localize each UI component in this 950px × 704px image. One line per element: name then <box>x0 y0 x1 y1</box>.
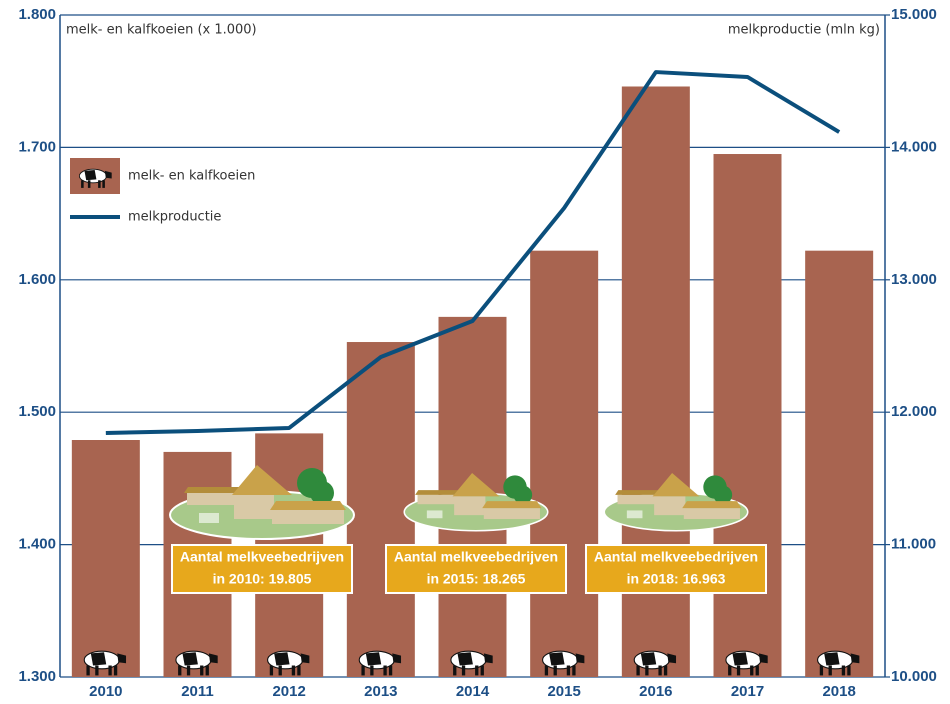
y2-tick-label: 11.000 <box>891 536 936 553</box>
x-tick-label: 2014 <box>456 683 490 700</box>
x-tick-label: 2011 <box>181 683 214 700</box>
y2-tick-label: 10.000 <box>891 668 937 685</box>
y-tick-label: 1.700 <box>18 138 56 155</box>
x-tick-label: 2016 <box>639 683 672 700</box>
plot: Aantal melkveebedrijven in 2010: 19.805 Aa… <box>59 14 890 678</box>
y2-tick-label: 13.000 <box>891 271 937 288</box>
line <box>105 70 841 435</box>
y-axis-title: melk- en kalfkoeien (x 1.000) <box>66 23 257 38</box>
y2-tick-label: 15.000 <box>891 6 937 23</box>
bar <box>346 342 415 677</box>
legend: melk- en kalfkoeien melkproductie <box>70 158 255 225</box>
y2-tick-label: 12.000 <box>891 403 937 420</box>
x-tick-label: 2017 <box>731 683 764 700</box>
legend-label: melkproductie <box>128 210 221 225</box>
bar <box>805 250 874 677</box>
annotation-text: Aantal melkveebedrijven <box>180 549 344 565</box>
annotation-box <box>385 544 567 594</box>
x-tick-label: 2012 <box>272 683 305 700</box>
y2-tick-label: 14.000 <box>891 138 937 155</box>
legend-label: melk- en kalfkoeien <box>128 169 255 184</box>
y-tick-label: 1.800 <box>18 6 56 23</box>
annotation-text: in 2010: 19.805 <box>213 571 312 587</box>
bar <box>530 250 599 677</box>
bar <box>71 440 140 677</box>
annotation-text: in 2015: 18.265 <box>427 571 526 587</box>
farm-illustration <box>403 472 549 532</box>
x-tick-label: 2013 <box>364 683 397 700</box>
bar <box>713 154 782 677</box>
x-tick-label: 2010 <box>89 683 122 700</box>
y-tick-label: 1.600 <box>18 271 56 288</box>
annotation-box <box>171 544 353 594</box>
y-tick-label: 1.500 <box>18 403 56 420</box>
annotation-text: in 2018: 16.963 <box>627 571 726 587</box>
annotation-text: Aantal melkveebedrijven <box>394 549 558 565</box>
annotation-box <box>585 544 767 594</box>
y-tick-label: 1.400 <box>18 536 56 553</box>
y-tick-label: 1.300 <box>18 668 56 685</box>
x-tick-label: 2015 <box>547 683 580 700</box>
annotation-text: Aantal melkveebedrijven <box>594 549 758 565</box>
y2-axis-title: melkproductie (mln kg) <box>728 23 880 38</box>
x-tick-label: 2018 <box>822 683 855 700</box>
